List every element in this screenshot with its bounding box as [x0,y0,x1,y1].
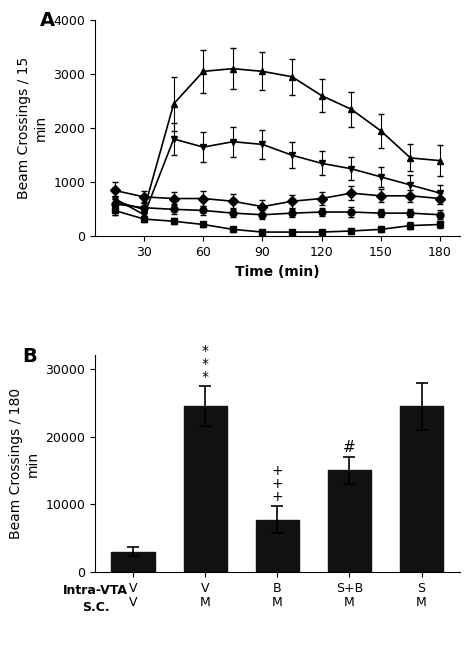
Bar [111,551,155,572]
Text: M: M [416,596,427,608]
Text: +
+
+: + + + [272,464,283,504]
Text: M: M [344,596,355,608]
Text: M: M [272,596,283,608]
Text: Intra-VTA: Intra-VTA [63,584,128,597]
Text: V: V [129,596,137,608]
Bar [255,520,299,572]
Text: S.C.: S.C. [82,601,109,614]
Bar [400,406,443,572]
Y-axis label: Beam Crossings / 180
min: Beam Crossings / 180 min [9,388,40,539]
Text: A: A [40,11,55,31]
Text: *
*
*: * * * [201,344,209,384]
Text: B: B [22,346,36,366]
Bar [328,470,371,572]
Text: #: # [343,440,356,455]
Bar [183,406,227,572]
Text: M: M [200,596,210,608]
X-axis label: Time (min): Time (min) [235,265,319,279]
Y-axis label: Beam Crossings / 15
min: Beam Crossings / 15 min [18,57,48,200]
